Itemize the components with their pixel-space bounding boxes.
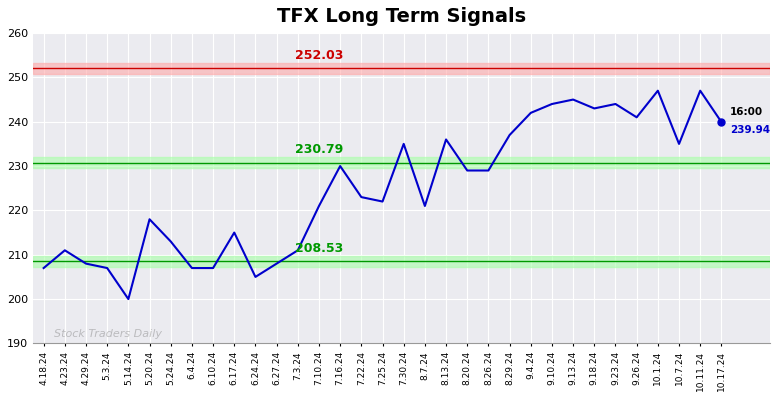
Title: TFX Long Term Signals: TFX Long Term Signals [277,7,526,26]
Bar [33,63,770,74]
Text: Stock Traders Daily: Stock Traders Daily [54,329,162,339]
Text: 16:00: 16:00 [730,107,763,117]
Bar [33,256,770,267]
Text: 230.79: 230.79 [295,143,343,156]
Text: 239.94: 239.94 [730,125,770,135]
Text: 252.03: 252.03 [295,49,343,62]
Bar [33,157,770,168]
Text: 208.53: 208.53 [295,242,343,255]
